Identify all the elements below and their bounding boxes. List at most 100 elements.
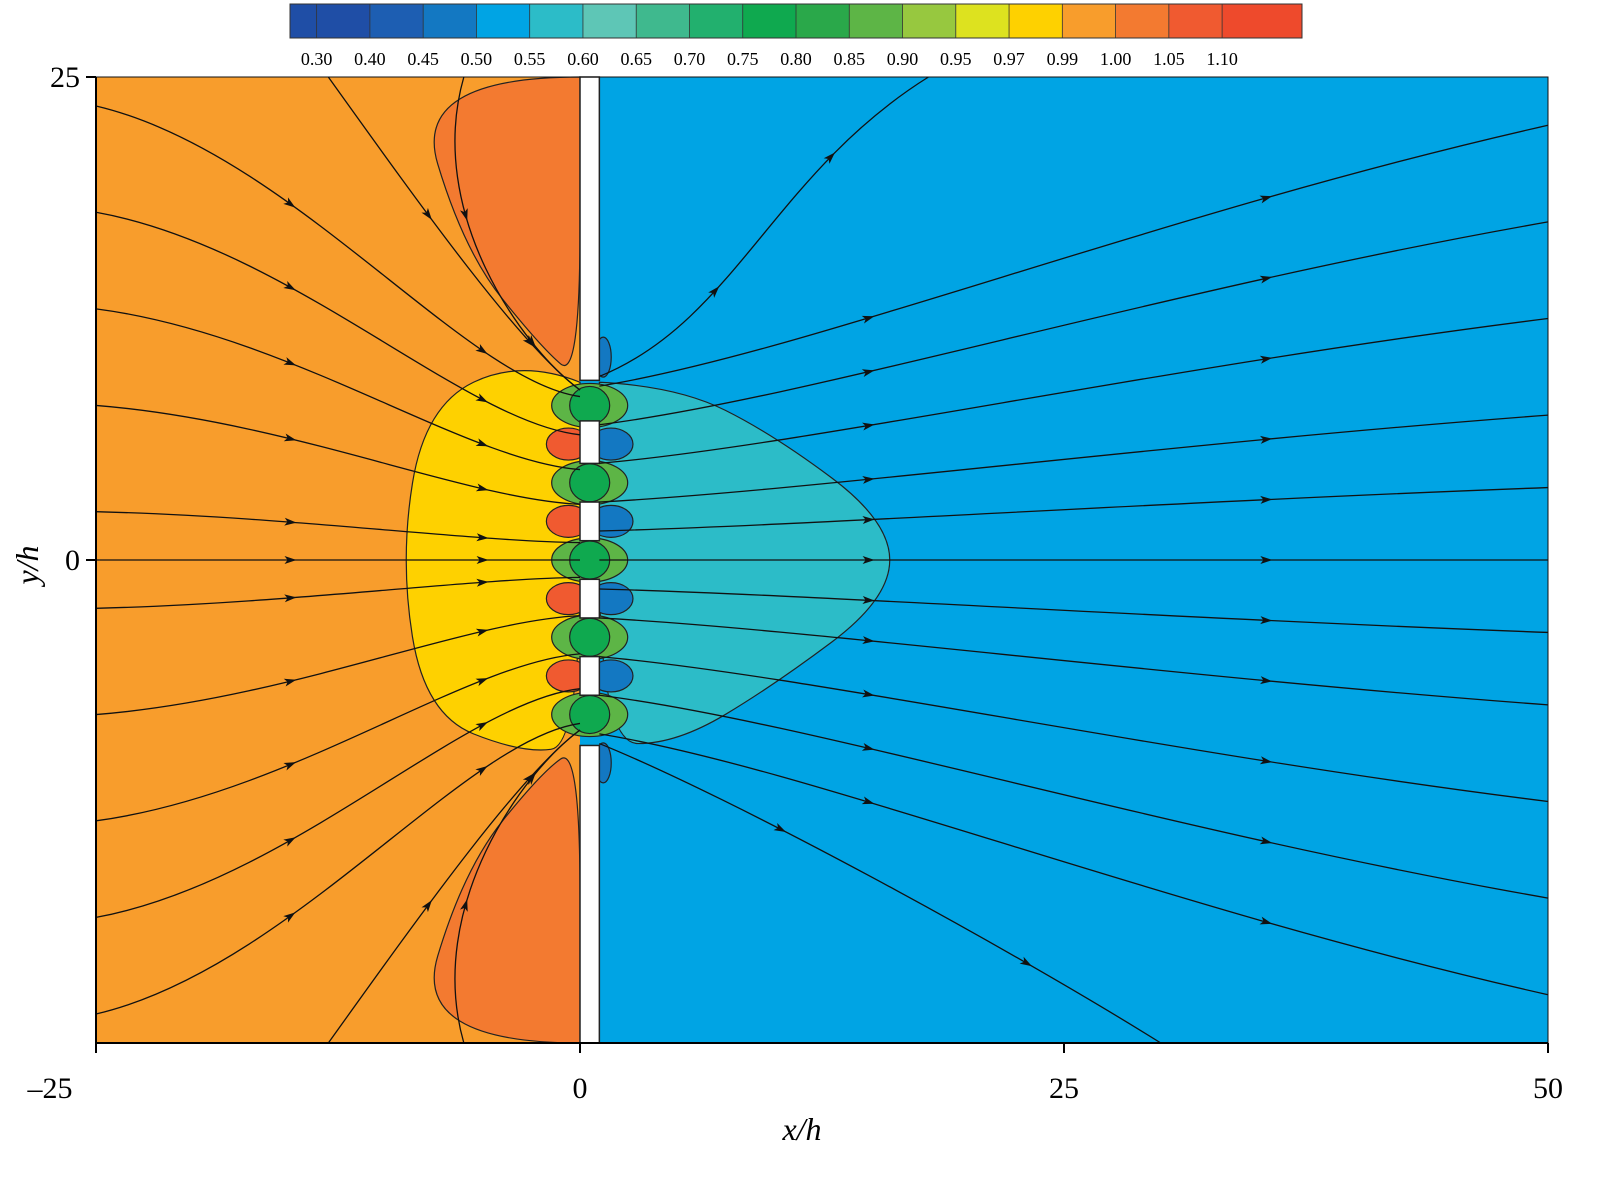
arrowhead xyxy=(1260,435,1273,444)
colorbar-tick-label: 0.65 xyxy=(620,49,652,69)
arrowhead xyxy=(475,393,488,403)
x-tick-label: –25 xyxy=(27,1072,73,1105)
streamline xyxy=(599,694,1549,899)
y-tick-label: 0 xyxy=(65,544,80,577)
colorbar-swatch xyxy=(849,4,903,38)
arrowhead xyxy=(1259,756,1273,765)
arrowhead xyxy=(476,533,489,542)
arrowhead xyxy=(823,152,835,164)
streamline xyxy=(599,486,1549,532)
region xyxy=(569,617,611,657)
arrowhead xyxy=(1260,616,1273,625)
colorbar-tick-label: 0.70 xyxy=(674,49,706,69)
colorbar-tick-label: 0.99 xyxy=(1047,49,1079,69)
colorbar-swatch xyxy=(902,4,956,38)
colorbar-swatch xyxy=(423,4,477,38)
streamline xyxy=(95,688,581,919)
arrowhead xyxy=(862,556,875,564)
colorbar-swatch xyxy=(476,4,530,38)
x-tick-label: 25 xyxy=(1049,1072,1079,1105)
arrowhead xyxy=(283,280,296,291)
arrowhead xyxy=(1260,676,1273,685)
colorbar-tick-label: 1.05 xyxy=(1153,49,1185,69)
streamline xyxy=(454,729,581,1044)
arrowhead xyxy=(476,578,489,587)
streamline xyxy=(95,511,581,544)
arrowhead xyxy=(283,762,297,771)
streamline xyxy=(95,211,581,436)
streamline xyxy=(599,76,929,378)
y-axis-label: y/h xyxy=(9,545,45,587)
colorbar-tick-label: 0.90 xyxy=(887,49,919,69)
streamline xyxy=(599,742,1162,1044)
streamlines xyxy=(95,76,1549,1044)
colorbar-swatch xyxy=(369,4,424,38)
plate xyxy=(579,420,601,465)
region xyxy=(433,757,581,1044)
arrowhead xyxy=(476,556,489,564)
colorbar-swatch xyxy=(529,4,583,38)
colorbar-tick-label: 0.50 xyxy=(461,49,493,69)
streamline xyxy=(599,588,1549,634)
streamline xyxy=(95,576,581,609)
colorbar-tick-label: 0.60 xyxy=(567,49,599,69)
colorbar-tick-label: 0.95 xyxy=(940,49,972,69)
region xyxy=(569,694,611,735)
streamline xyxy=(599,733,1549,996)
plate xyxy=(579,76,601,382)
arrowhead xyxy=(862,596,875,605)
arrowhead xyxy=(861,315,875,324)
arrowhead xyxy=(283,197,296,208)
colorbar-tick-label: 0.45 xyxy=(407,49,439,69)
colorbar-swatch xyxy=(290,4,370,38)
colorbar-tick-label: 0.40 xyxy=(354,49,386,69)
streamline xyxy=(95,722,581,1015)
arrowhead xyxy=(1019,956,1032,967)
plate xyxy=(579,655,601,696)
arrowhead xyxy=(283,433,297,442)
arrowhead xyxy=(1260,495,1273,504)
region xyxy=(569,385,611,426)
x-tick-label: 50 xyxy=(1533,1072,1563,1105)
x-tick-label: 0 xyxy=(573,1072,588,1105)
region xyxy=(433,76,581,367)
arrowhead xyxy=(283,678,297,687)
colorbar-tick-label: 1.10 xyxy=(1206,49,1238,69)
colorbar-tick-label: 0.55 xyxy=(514,49,546,69)
streamline xyxy=(599,221,1549,426)
arrowhead xyxy=(475,483,489,492)
arrowhead xyxy=(861,742,875,751)
arrowhead xyxy=(475,438,489,447)
arrowhead xyxy=(283,912,296,923)
colorbar-swatch xyxy=(582,4,637,38)
colorbar-tick-label: 0.75 xyxy=(727,49,759,69)
colorbar-swatch xyxy=(1062,4,1116,38)
arrowhead xyxy=(475,678,489,687)
colorbar-tick-label: 0.30 xyxy=(301,49,333,69)
arrowhead xyxy=(1259,836,1273,845)
colorbar-swatch xyxy=(796,4,850,38)
streamline xyxy=(599,124,1549,387)
streamline xyxy=(599,317,1549,465)
plate xyxy=(579,501,601,542)
x-axis-label: x/h xyxy=(781,1111,821,1147)
arrowhead xyxy=(460,208,468,221)
y-tick-label: 25 xyxy=(50,61,80,94)
plate xyxy=(579,744,601,1044)
arrowhead xyxy=(861,369,875,378)
streamline xyxy=(599,655,1549,803)
arrowhead xyxy=(283,837,296,847)
arrowhead xyxy=(284,517,297,526)
streamline xyxy=(95,614,581,716)
arrowhead xyxy=(773,822,787,833)
streamline xyxy=(599,414,1549,503)
arrowhead xyxy=(862,422,875,431)
colorbar-tick-label: 0.97 xyxy=(993,49,1025,69)
arrowhead xyxy=(475,628,489,637)
colorbar-swatch xyxy=(955,4,1010,38)
colorbar-swatch xyxy=(742,4,796,38)
streamline xyxy=(95,653,581,822)
colorbar-tick-label: 1.00 xyxy=(1100,49,1132,69)
arrowhead xyxy=(861,796,875,805)
